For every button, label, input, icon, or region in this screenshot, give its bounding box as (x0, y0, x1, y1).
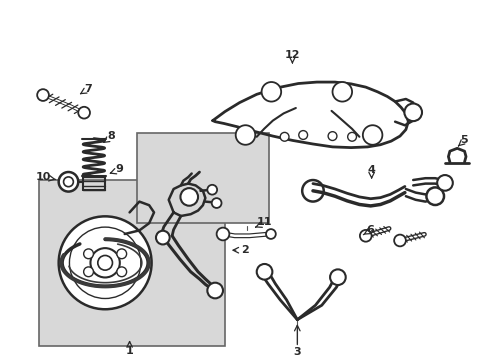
Circle shape (280, 132, 288, 141)
Text: 4: 4 (367, 165, 375, 175)
Circle shape (180, 188, 198, 206)
Circle shape (83, 249, 93, 259)
Circle shape (117, 267, 126, 277)
Circle shape (298, 131, 307, 139)
Circle shape (256, 264, 272, 280)
Text: 6: 6 (366, 225, 374, 235)
Text: 11: 11 (256, 217, 271, 228)
Text: 3: 3 (293, 347, 301, 357)
Circle shape (235, 125, 255, 145)
Bar (39, 180, 224, 346)
Circle shape (265, 229, 275, 239)
Circle shape (332, 82, 351, 102)
Circle shape (327, 132, 336, 140)
Text: 5: 5 (459, 135, 467, 145)
Text: 8: 8 (107, 131, 115, 141)
Circle shape (98, 256, 112, 270)
Circle shape (63, 177, 73, 187)
Circle shape (359, 230, 371, 242)
Text: 7: 7 (84, 84, 92, 94)
Text: 9: 9 (116, 164, 123, 174)
Circle shape (426, 188, 443, 205)
Circle shape (362, 125, 382, 145)
Circle shape (59, 172, 78, 192)
Circle shape (347, 132, 356, 141)
Circle shape (37, 89, 49, 101)
Circle shape (261, 82, 281, 102)
Circle shape (207, 283, 223, 298)
Circle shape (436, 175, 452, 191)
Circle shape (302, 180, 323, 202)
Circle shape (83, 267, 93, 277)
Text: 2: 2 (240, 245, 248, 255)
Text: 12: 12 (284, 50, 300, 60)
Text: 1: 1 (125, 346, 133, 356)
Circle shape (78, 107, 90, 118)
Text: 10: 10 (35, 172, 51, 182)
Circle shape (404, 104, 421, 121)
Circle shape (117, 249, 126, 259)
Circle shape (216, 228, 229, 240)
Circle shape (329, 269, 345, 285)
Bar (137, 133, 268, 223)
Circle shape (156, 231, 169, 244)
Circle shape (59, 216, 151, 309)
Circle shape (207, 185, 217, 195)
Circle shape (90, 248, 120, 278)
Circle shape (211, 198, 221, 208)
Circle shape (393, 235, 405, 246)
